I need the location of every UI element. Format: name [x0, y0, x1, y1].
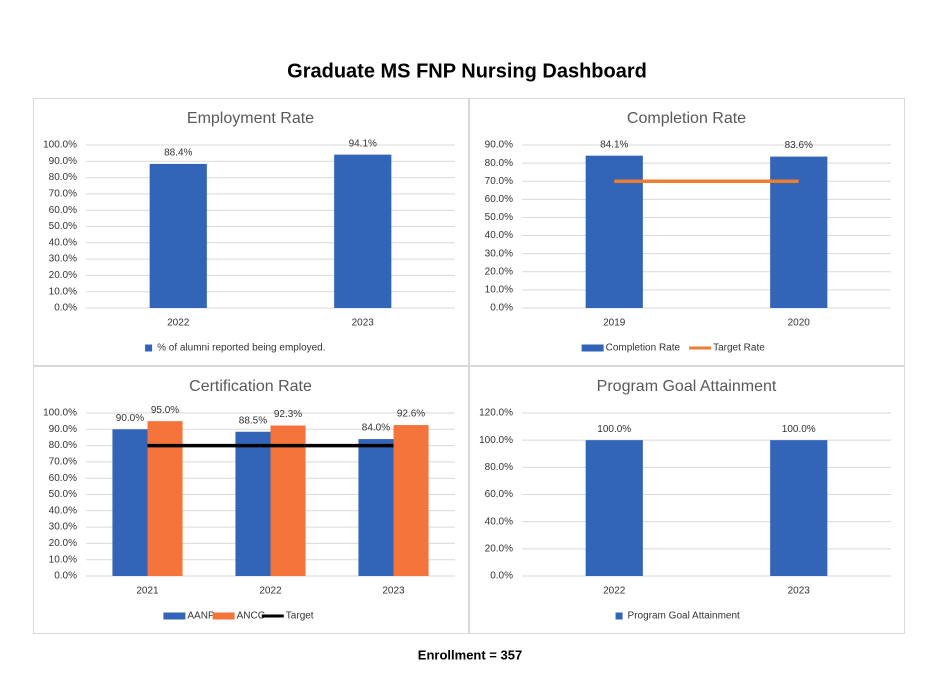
x-tick-label: 2023 — [382, 586, 405, 597]
legend-swatch — [145, 344, 153, 352]
y-tick-label: 70.0% — [485, 176, 513, 187]
y-tick-label: 30.0% — [49, 254, 77, 265]
y-tick-label: 60.0% — [485, 489, 513, 500]
data-label: 100.0% — [597, 424, 631, 435]
y-tick-label: 0.0% — [54, 303, 77, 314]
y-tick-label: 20.0% — [49, 538, 77, 549]
chart-title: Program Goal Attainment — [597, 378, 777, 395]
y-tick-label: 100.0% — [479, 435, 513, 446]
legend-label: % of alumni reported being employed. — [157, 343, 325, 354]
bar — [393, 425, 429, 576]
x-tick-label: 2020 — [788, 318, 811, 329]
chart-panel: Program Goal Attainment 0.0% 20.0% 40.0% 60.… — [469, 366, 905, 634]
chart-title: Completion Rate — [627, 110, 746, 127]
bar — [770, 156, 828, 308]
y-tick-label: 60.0% — [49, 205, 77, 216]
x-tick-label: 2022 — [603, 586, 626, 597]
y-tick-label: 100.0% — [43, 140, 77, 151]
x-tick-label: 2022 — [167, 318, 190, 329]
legend-swatch — [581, 344, 604, 352]
y-tick-label: 80.0% — [49, 440, 77, 451]
y-tick-label: 10.0% — [49, 286, 77, 297]
bar — [358, 439, 394, 576]
data-label: 84.0% — [362, 423, 390, 434]
x-tick-label: 2023 — [352, 318, 375, 329]
data-label: 92.6% — [397, 409, 425, 420]
legend-swatch — [212, 612, 235, 620]
y-tick-label: 70.0% — [49, 457, 77, 468]
footer: Enrollment = 357 — [418, 647, 522, 662]
y-tick-label: 80.0% — [485, 462, 513, 473]
y-tick-label: 40.0% — [49, 237, 77, 248]
y-tick-label: 100.0% — [43, 408, 77, 419]
legend-label: ANCC — [237, 611, 265, 622]
y-tick-label: 90.0% — [485, 140, 513, 151]
data-label: 90.0% — [116, 413, 144, 424]
y-tick-label: 90.0% — [49, 424, 77, 435]
panel-border — [33, 98, 469, 366]
y-tick-label: 30.0% — [485, 248, 513, 259]
bar — [270, 425, 306, 576]
bar — [149, 163, 207, 308]
x-tick-label: 2023 — [788, 586, 811, 597]
legend-swatch — [615, 612, 623, 620]
y-tick-label: 50.0% — [49, 221, 77, 232]
y-tick-label: 120.0% — [479, 408, 513, 419]
chart-title: Certification Rate — [189, 378, 312, 395]
data-label: 92.3% — [274, 409, 302, 420]
page-title: Graduate MS FNP Nursing Dashboard — [287, 60, 647, 82]
bar — [334, 154, 392, 308]
legend-label: AANP — [187, 611, 215, 622]
y-tick-label: 70.0% — [49, 189, 77, 200]
legend-swatch — [163, 612, 186, 620]
chart-panel: Certification Rate 0.0% 10.0% 20.0% 30.0% 40.… — [33, 366, 469, 634]
chart-title: Employment Rate — [187, 110, 314, 127]
bar — [585, 440, 643, 576]
bar — [112, 429, 148, 576]
panel-border — [469, 98, 905, 366]
y-tick-label: 80.0% — [49, 172, 77, 183]
legend-label: Target — [286, 611, 314, 622]
data-label: 94.1% — [349, 138, 377, 149]
y-tick-label: 60.0% — [49, 473, 77, 484]
data-label: 100.0% — [782, 424, 816, 435]
y-tick-label: 0.0% — [54, 571, 77, 582]
y-tick-label: 60.0% — [485, 194, 513, 205]
legend-label: Target Rate — [713, 343, 765, 354]
bar — [585, 155, 643, 308]
y-tick-label: 90.0% — [49, 156, 77, 167]
chart-panel: Completion Rate 0.0% 10.0% 20.0% 30.0% 40.0% 5… — [469, 98, 905, 366]
y-tick-label: 40.0% — [49, 505, 77, 516]
x-tick-label: 2022 — [259, 586, 282, 597]
y-tick-label: 40.0% — [485, 516, 513, 527]
y-tick-label: 40.0% — [485, 230, 513, 241]
y-tick-label: 0.0% — [490, 303, 513, 314]
chart-panel: Employment Rate 0.0% 10.0% 20.0% 30.0% 40.0% 5… — [33, 98, 469, 366]
data-label: 84.1% — [600, 139, 628, 150]
data-label: 83.6% — [785, 140, 813, 151]
y-tick-label: 0.0% — [490, 571, 513, 582]
y-tick-label: 10.0% — [49, 554, 77, 565]
bar — [235, 431, 271, 576]
panel-border — [469, 366, 905, 634]
data-label: 88.4% — [164, 148, 192, 159]
bar — [770, 440, 828, 576]
data-label: 88.5% — [239, 415, 267, 426]
legend-label: Program Goal Attainment — [628, 611, 740, 622]
legend-label: Completion Rate — [606, 343, 681, 354]
y-tick-label: 50.0% — [49, 489, 77, 500]
y-tick-label: 20.0% — [485, 543, 513, 554]
data-label: 95.0% — [151, 405, 179, 416]
y-tick-label: 20.0% — [49, 270, 77, 281]
y-tick-label: 20.0% — [485, 266, 513, 277]
y-tick-label: 10.0% — [485, 285, 513, 296]
y-tick-label: 50.0% — [485, 212, 513, 223]
y-tick-label: 80.0% — [485, 158, 513, 169]
x-tick-label: 2021 — [136, 586, 159, 597]
x-tick-label: 2019 — [603, 318, 626, 329]
y-tick-label: 30.0% — [49, 522, 77, 533]
